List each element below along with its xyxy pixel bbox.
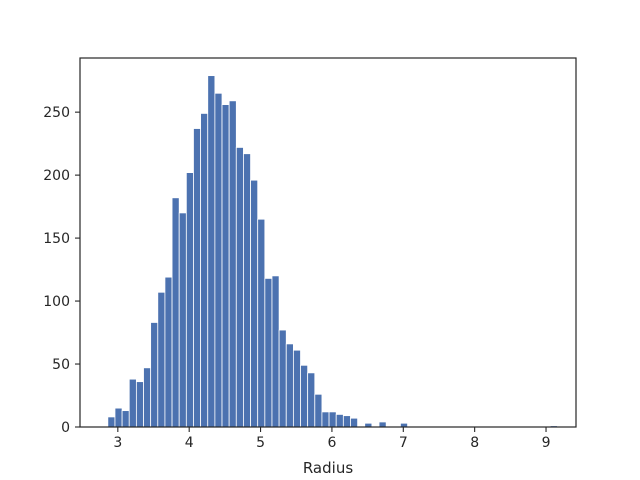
histogram-bar bbox=[292, 349, 301, 428]
histogram-bar bbox=[107, 416, 116, 428]
y-tick-label: 50 bbox=[52, 357, 70, 373]
histogram-bar bbox=[228, 100, 237, 428]
x-tick-label: 7 bbox=[399, 435, 408, 451]
x-tick-label: 8 bbox=[470, 435, 479, 451]
x-axis-label: Radius bbox=[303, 459, 353, 477]
x-tick-label: 5 bbox=[256, 435, 265, 451]
x-tick-label: 3 bbox=[113, 435, 122, 451]
histogram-bar bbox=[207, 75, 216, 428]
histogram-bar bbox=[221, 104, 230, 428]
histogram-bar bbox=[257, 218, 266, 428]
histogram-bar bbox=[342, 415, 351, 428]
x-tick-label: 6 bbox=[327, 435, 336, 451]
histogram-bar bbox=[321, 411, 330, 428]
histogram-bar bbox=[121, 410, 130, 428]
bars-group bbox=[107, 75, 558, 428]
histogram-bar bbox=[214, 92, 223, 428]
histogram-bar bbox=[328, 411, 337, 428]
histogram-bar bbox=[271, 275, 280, 428]
histogram-bar bbox=[200, 113, 209, 428]
histogram-bar bbox=[285, 343, 294, 428]
histogram-bar bbox=[264, 277, 273, 428]
y-tick-label: 200 bbox=[43, 168, 70, 184]
histogram-bar bbox=[178, 212, 187, 428]
histogram-bar bbox=[243, 153, 251, 428]
histogram-bar bbox=[335, 414, 344, 428]
histogram-bar bbox=[307, 372, 316, 428]
x-tick-label: 4 bbox=[185, 435, 194, 451]
histogram-bar bbox=[157, 291, 166, 428]
histogram-bar bbox=[150, 322, 159, 428]
histogram-bar bbox=[300, 364, 309, 428]
y-tick-label: 100 bbox=[43, 294, 70, 310]
y-tick-label: 0 bbox=[61, 420, 70, 436]
histogram-bar bbox=[143, 367, 152, 428]
x-tick-label: 9 bbox=[542, 435, 551, 451]
y-tick-label: 150 bbox=[43, 231, 70, 247]
histogram-bar bbox=[171, 197, 180, 428]
histogram-bar bbox=[278, 329, 287, 428]
histogram-bar bbox=[314, 393, 323, 428]
histogram-bar bbox=[128, 378, 137, 428]
histogram-bar bbox=[235, 147, 244, 428]
histogram-bar bbox=[350, 417, 359, 428]
histogram-bar bbox=[185, 172, 194, 428]
histogram-bar bbox=[135, 381, 144, 428]
histogram-bar bbox=[193, 128, 202, 428]
histogram-bar bbox=[164, 276, 173, 428]
histogram-bar bbox=[378, 421, 387, 428]
histogram-bar bbox=[114, 407, 123, 428]
histogram-bar bbox=[250, 179, 259, 428]
y-tick-label: 250 bbox=[43, 105, 70, 121]
plot-frame bbox=[79, 57, 577, 428]
